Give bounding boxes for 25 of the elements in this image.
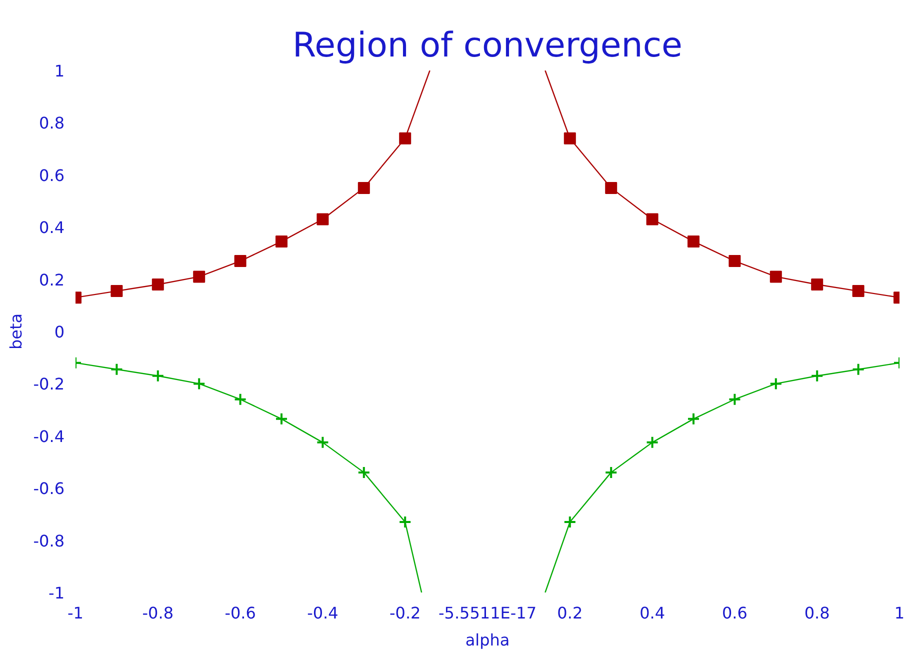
x-tick-label: -0.2 bbox=[389, 604, 421, 622]
chart-title: Region of convergence bbox=[292, 26, 682, 66]
x-tick-label: 1 bbox=[894, 604, 905, 622]
y-tick-label: 0.6 bbox=[39, 166, 65, 185]
y-tick-label: 0.4 bbox=[39, 218, 65, 238]
x-tick-label: -1 bbox=[68, 604, 84, 622]
y-axis-title: beta bbox=[6, 313, 26, 350]
x-tick-label: 0.6 bbox=[722, 604, 748, 622]
y-tick-label: 0.2 bbox=[39, 270, 65, 290]
x-tick-label: 0.8 bbox=[804, 604, 830, 622]
x-axis-title: alpha bbox=[465, 630, 510, 650]
y-tick-label: 1 bbox=[54, 62, 65, 80]
x-tick-label: -0.6 bbox=[224, 604, 256, 622]
x-tick-label: -0.8 bbox=[142, 604, 174, 622]
y-tick-label: -0.8 bbox=[33, 531, 64, 550]
y-tick-label: -0.4 bbox=[33, 426, 64, 446]
y-tick-label: -0.2 bbox=[33, 374, 64, 394]
y-tick-label: 0 bbox=[54, 322, 65, 342]
x-tick-label: 0.4 bbox=[640, 604, 666, 622]
y-tick-label: -0.6 bbox=[33, 479, 64, 498]
y-tick-label: 0.8 bbox=[39, 114, 65, 133]
x-tick-label: -5.5511E-17 bbox=[438, 604, 536, 622]
y-tick-label: -1 bbox=[48, 584, 64, 602]
x-tick-label: -0.4 bbox=[307, 604, 338, 622]
x-tick-label: 0.2 bbox=[557, 604, 583, 622]
